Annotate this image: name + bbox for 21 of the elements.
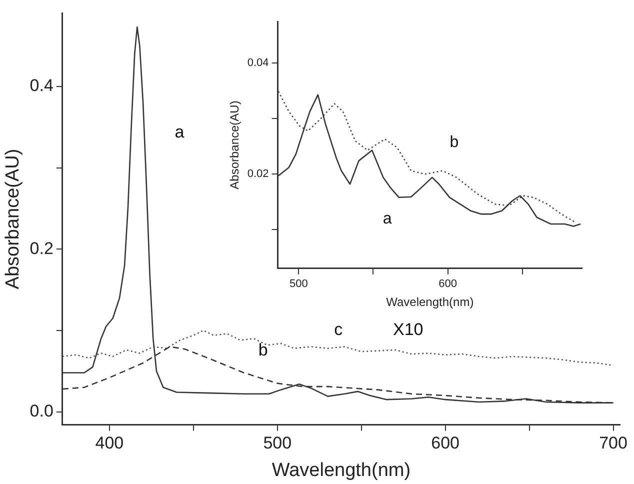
x-axis-title: Wavelength(nm) (386, 295, 474, 310)
annotation: a (174, 122, 185, 142)
y-tick-label: 0.02 (247, 168, 269, 180)
y-tick-label: 0.0 (30, 401, 54, 420)
x-tick-label: 600 (431, 434, 460, 453)
x-tick-label: 400 (95, 434, 124, 453)
y-tick-label: 0.4 (30, 76, 54, 96)
annotation: a (382, 210, 392, 228)
annotation: X10 (393, 320, 424, 339)
y-axis-title: Absorbance(AU) (2, 148, 24, 290)
y-tick-label: 0.2 (30, 238, 54, 258)
x-tick-label: 600 (438, 278, 457, 290)
annotation: b (258, 340, 268, 360)
x-tick-label: 700 (599, 434, 628, 453)
x-tick-label: 500 (263, 434, 292, 453)
annotation: b (450, 134, 459, 151)
x-tick-label: 500 (290, 278, 308, 290)
annotation: c (334, 320, 344, 339)
y-tick-label: 0.04 (247, 57, 269, 70)
y-axis-title: Absorbance(AU) (228, 100, 242, 190)
x-axis-title: Wavelength(nm) (272, 460, 411, 481)
